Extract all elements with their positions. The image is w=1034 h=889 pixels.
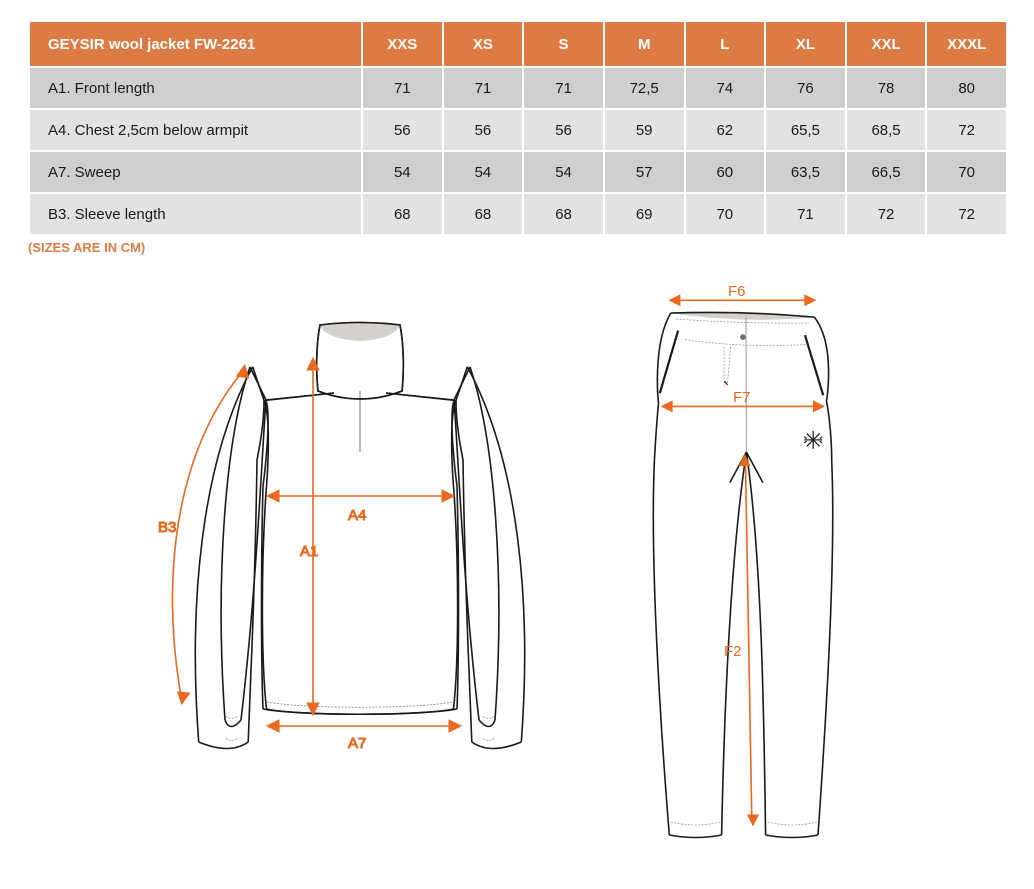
svg-text:F2: F2 (724, 643, 742, 660)
svg-text:F7: F7 (733, 389, 751, 406)
svg-text:F6: F6 (728, 283, 746, 300)
